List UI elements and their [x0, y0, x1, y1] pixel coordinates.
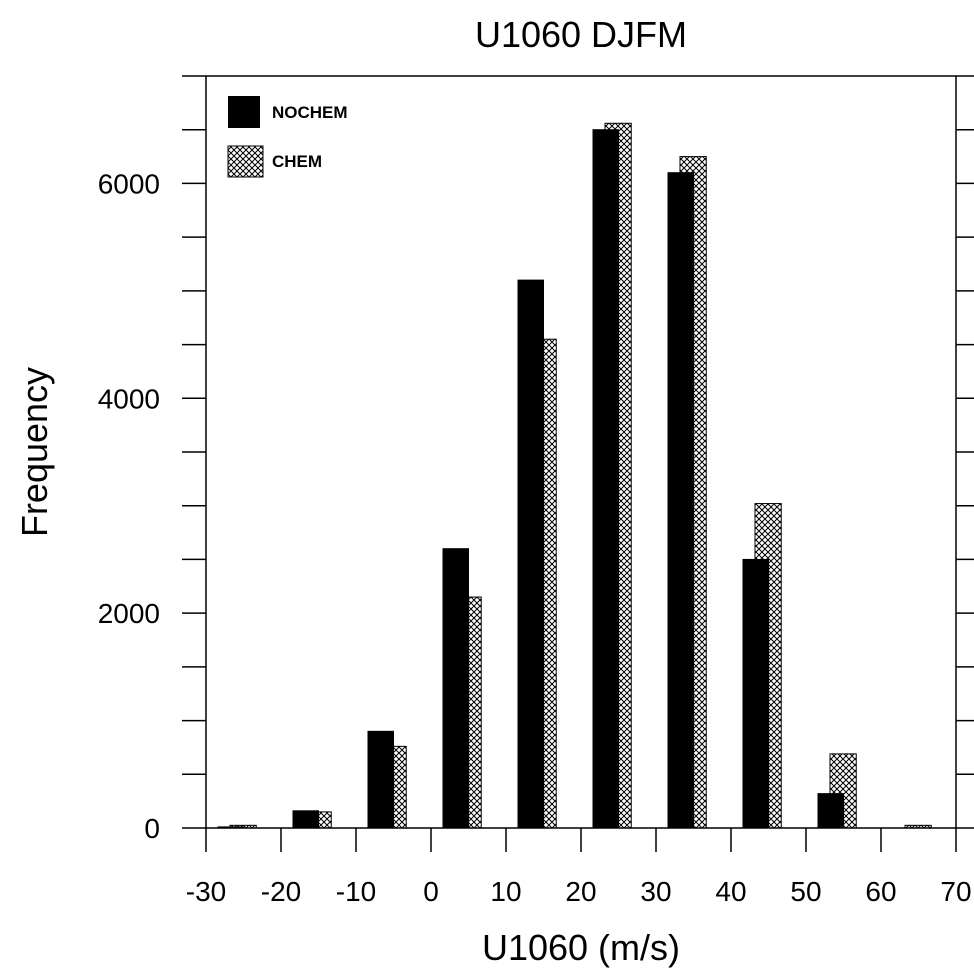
legend-swatch-nochem: [228, 96, 260, 128]
bar-nochem: [817, 793, 844, 829]
y-axis-title: Frequency: [14, 367, 55, 537]
x-tick-label: 20: [565, 876, 596, 907]
plot-frame: [205, 75, 957, 829]
y-axis: 0 2000 4000 6000: [98, 75, 974, 844]
legend-label-nochem: NOCHEM: [272, 103, 348, 122]
bar-nochem: [667, 172, 694, 829]
bar-nochem: [517, 279, 544, 829]
chart-title: U1060 DJFM: [475, 14, 687, 55]
bar-nochem: [367, 730, 394, 829]
x-tick-label: 30: [640, 876, 671, 907]
x-tick-label: 40: [715, 876, 746, 907]
legend-swatch-chem: [227, 145, 264, 178]
x-tick-label: 50: [790, 876, 821, 907]
legend: NOCHEM CHEM: [227, 96, 348, 178]
x-tick-label: 70: [940, 876, 971, 907]
x-tick-label: 0: [423, 876, 439, 907]
y-tick-label: 4000: [98, 383, 160, 414]
x-tick-label: 60: [865, 876, 896, 907]
bar-nochem: [592, 129, 619, 829]
x-tick-label: -10: [336, 876, 376, 907]
bars-layer: [217, 122, 932, 829]
bar-nochem: [742, 558, 769, 829]
x-tick-label: -20: [261, 876, 301, 907]
x-axis: -30 -20 -10 0 10 20 30 40 50 60 70: [186, 828, 972, 907]
y-tick-label: 2000: [98, 598, 160, 629]
x-tick-label: -30: [186, 876, 226, 907]
bar-nochem: [292, 810, 319, 829]
bar-nochem: [442, 548, 469, 829]
x-tick-label: 10: [490, 876, 521, 907]
y-tick-label: 0: [144, 813, 160, 844]
x-axis-title: U1060 (m/s): [482, 927, 680, 968]
legend-label-chem: CHEM: [272, 152, 322, 171]
y-tick-label: 6000: [98, 168, 160, 199]
